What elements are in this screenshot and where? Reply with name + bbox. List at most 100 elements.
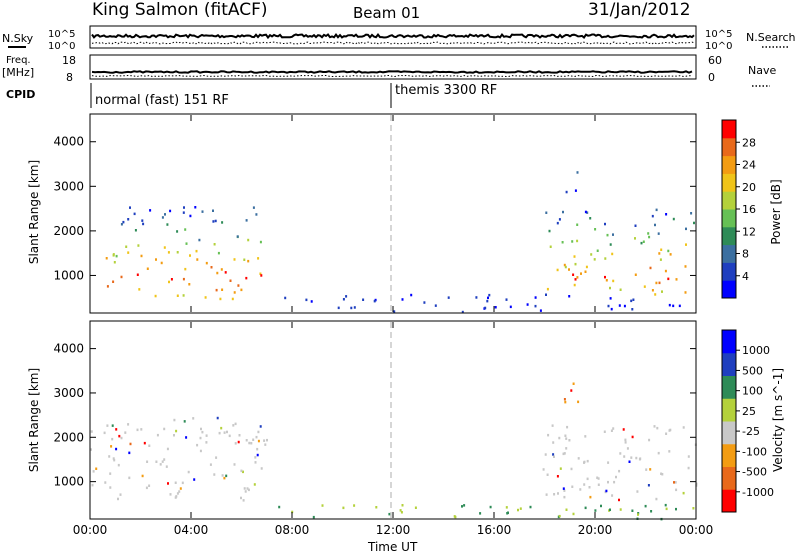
data-cell xyxy=(182,294,185,297)
data-cell xyxy=(199,436,202,440)
data-cell xyxy=(607,480,609,484)
data-cell xyxy=(584,435,587,438)
data-cell xyxy=(611,252,614,256)
data-cell xyxy=(221,221,224,224)
data-cell xyxy=(558,436,561,440)
data-cell xyxy=(655,281,658,285)
data-cell xyxy=(619,452,622,455)
data-cell xyxy=(692,507,695,510)
data-cell xyxy=(568,268,570,271)
data-cell xyxy=(529,505,532,509)
data-cell xyxy=(678,304,681,308)
data-cell xyxy=(563,398,566,401)
data-cell xyxy=(563,263,566,267)
colorbar-swatch xyxy=(722,226,736,246)
data-cell xyxy=(176,492,179,495)
data-cell xyxy=(124,431,127,434)
colorbar-tick-label: 16 xyxy=(742,203,756,216)
data-cell xyxy=(189,254,191,257)
data-cell xyxy=(237,440,240,444)
nsearch-trace xyxy=(91,41,695,45)
data-cell xyxy=(254,461,257,464)
beam-title: Beam 01 xyxy=(353,4,420,22)
colorbar-swatch xyxy=(722,280,736,299)
data-cell xyxy=(600,504,602,508)
data-cell xyxy=(636,490,639,493)
data-cell xyxy=(238,434,241,437)
data-cell xyxy=(649,468,652,471)
colorbar-tick-label: 4 xyxy=(742,270,749,283)
colorbar-swatch xyxy=(722,398,736,422)
data-cell xyxy=(559,467,562,470)
data-cell xyxy=(90,430,93,433)
data-cell xyxy=(221,474,224,477)
data-cell xyxy=(494,306,497,309)
data-cell xyxy=(127,423,130,426)
data-cell xyxy=(113,261,116,264)
data-cell xyxy=(484,306,487,310)
data-cell xyxy=(117,497,119,501)
data-cell xyxy=(687,455,690,458)
data-cell xyxy=(611,494,614,497)
data-cell xyxy=(551,424,554,427)
data-cell xyxy=(605,279,608,282)
data-cell xyxy=(163,458,166,461)
data-cell xyxy=(252,438,255,441)
data-cell xyxy=(609,297,612,300)
x-tick-label: 08:00 xyxy=(275,523,310,537)
nsky-trace xyxy=(91,32,695,40)
data-cell xyxy=(583,460,586,464)
freq-panel-frame xyxy=(89,54,697,80)
data-cell xyxy=(155,460,158,463)
colorbar-swatch xyxy=(722,209,736,228)
data-cell xyxy=(659,258,662,261)
data-cell xyxy=(115,428,118,431)
data-cell xyxy=(572,382,575,385)
data-cell xyxy=(690,212,693,215)
colorbar-tick-label: 20 xyxy=(742,181,756,194)
data-cell xyxy=(624,441,627,444)
data-cell xyxy=(647,232,650,235)
data-cell xyxy=(461,505,463,508)
data-cell xyxy=(185,436,188,439)
data-cell xyxy=(685,243,687,246)
data-cell xyxy=(196,443,199,447)
data-cell xyxy=(168,280,170,284)
data-cell xyxy=(242,499,245,502)
data-cell xyxy=(178,490,181,493)
data-cell xyxy=(189,214,192,218)
data-cell xyxy=(217,251,220,255)
velocity-colorbar-label: Velocity [m s^-1] xyxy=(771,368,785,472)
data-cell xyxy=(463,504,466,507)
data-cell xyxy=(128,476,131,480)
data-cell xyxy=(173,418,176,422)
data-cell xyxy=(612,279,615,283)
freq-panel: Freq. [MHz] 18 8 60 0 Nave xyxy=(2,54,776,87)
data-cell xyxy=(163,246,166,249)
data-cell xyxy=(92,470,95,473)
colorbar-swatch xyxy=(722,489,736,513)
colorbar-swatch xyxy=(722,466,736,490)
freq-trace xyxy=(91,70,693,74)
data-cell xyxy=(183,206,185,209)
data-cell xyxy=(552,453,555,456)
colorbar-tick-label: 1000 xyxy=(742,344,770,357)
colorbar-swatch xyxy=(722,375,736,399)
y-tick-label: 3000 xyxy=(53,386,84,400)
data-cell xyxy=(195,249,198,253)
data-cell xyxy=(675,278,678,281)
data-cell xyxy=(506,512,509,515)
data-cell xyxy=(597,483,600,486)
data-cell xyxy=(564,400,567,404)
data-cell xyxy=(675,507,677,511)
data-cell xyxy=(655,497,658,501)
data-cell xyxy=(619,508,622,511)
velocity-ylabel: Slant Range [km] xyxy=(27,368,41,472)
data-cell xyxy=(570,467,573,471)
data-cell xyxy=(576,276,579,279)
data-cell xyxy=(596,249,599,252)
data-cell xyxy=(240,469,243,473)
data-cell xyxy=(362,298,365,301)
data-cell xyxy=(577,400,580,404)
data-cell xyxy=(545,293,547,296)
